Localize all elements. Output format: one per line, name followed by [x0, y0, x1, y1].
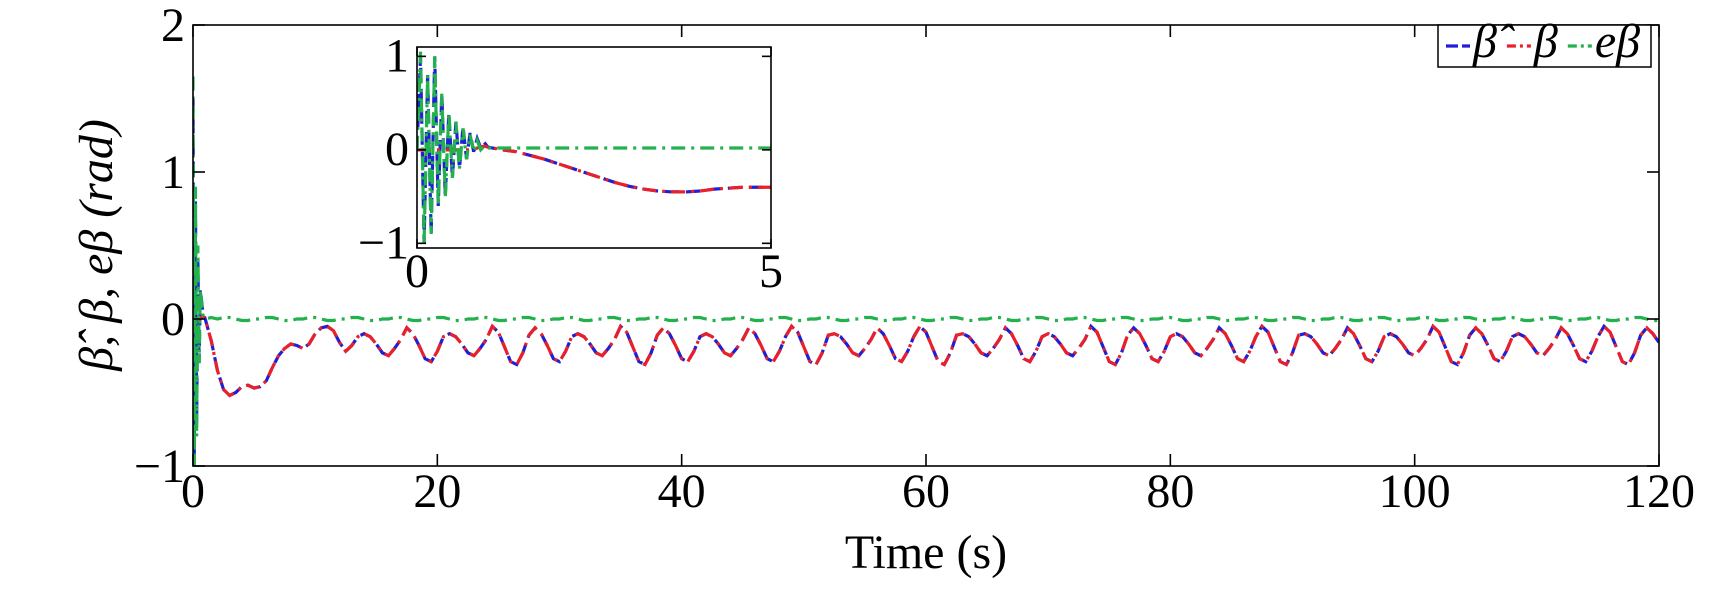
x-tick-label: 120: [1623, 465, 1695, 518]
y-tick-label: 0: [385, 123, 409, 176]
x-tick-label: 5: [759, 245, 783, 298]
x-tick-label: 0: [181, 465, 205, 518]
x-tick-label: 40: [658, 465, 706, 518]
x-tick-label: 100: [1379, 465, 1451, 518]
y-tick-label: −1: [134, 440, 185, 493]
legend-label: β: [1533, 15, 1558, 68]
y-tick-label: −1: [358, 217, 409, 270]
series-line: [193, 76, 1659, 466]
x-tick-label: 20: [413, 465, 461, 518]
y-tick-label: 2: [161, 0, 185, 52]
legend-box: [1437, 24, 1652, 68]
series-line: [193, 313, 1659, 398]
series-line: [417, 144, 771, 194]
y-tick-label: 0: [161, 293, 185, 346]
x-axis-label: Time (s): [845, 526, 1007, 579]
y-tick-label: 1: [385, 30, 409, 83]
x-tick-label: 80: [1146, 465, 1194, 518]
x-tick-label: 60: [902, 465, 950, 518]
x-tick-label: 0: [405, 245, 429, 298]
legend-label: eβ: [1595, 15, 1640, 68]
y-tick-label: 1: [161, 146, 185, 199]
series-line: [417, 51, 771, 244]
plot-frame: [416, 46, 772, 249]
y-axis-label: β̂, β, eβ (rad): [70, 119, 123, 372]
